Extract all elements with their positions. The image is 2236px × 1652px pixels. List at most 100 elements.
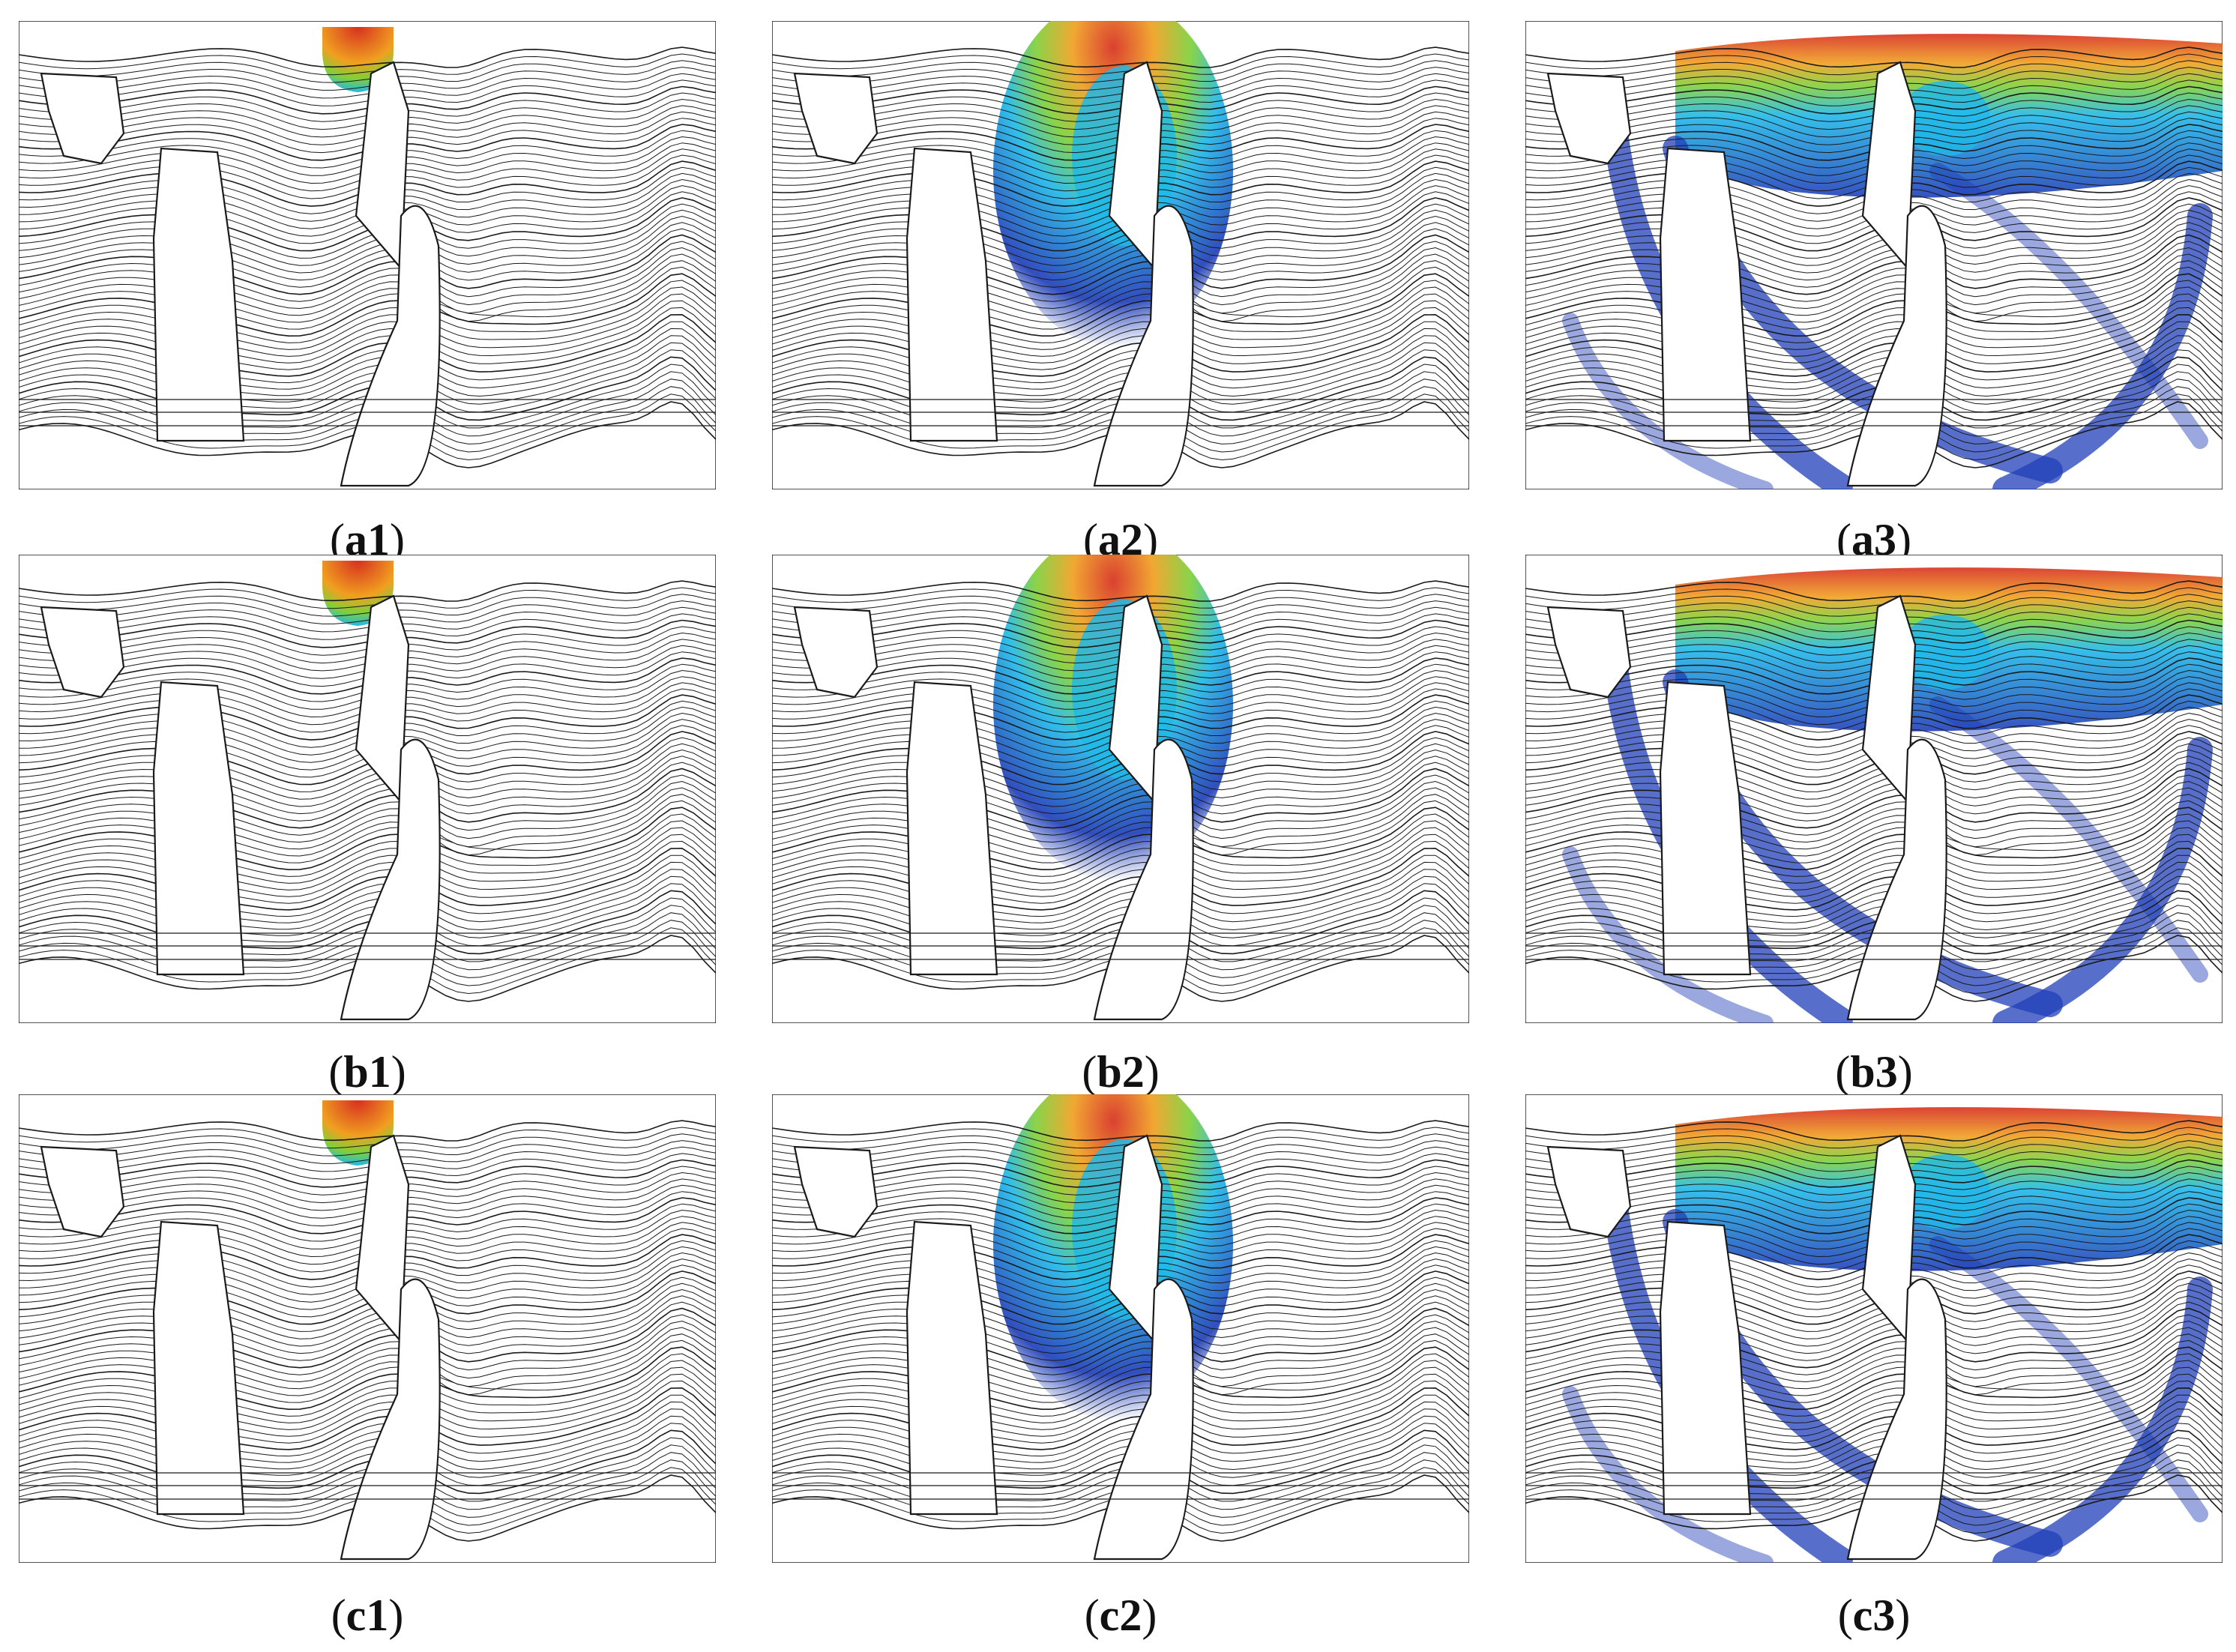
contour-line [19,613,716,640]
contour-line [1525,774,2223,836]
intrusive-body [1861,61,1917,271]
contour-line [772,1153,1469,1180]
contour-line [772,222,1469,281]
contour-line [19,861,716,923]
contour-line [1525,1339,2223,1403]
contour-line [1525,787,2223,850]
contour-line [1525,253,2223,316]
contour-line [1525,1301,2223,1361]
contour-line [1525,1353,2223,1417]
contour-line [1525,731,2223,786]
contour-line [772,1373,1469,1437]
contour-line [772,280,1469,343]
contour-line [1525,869,2223,931]
contour-line [1525,280,2223,343]
contour-line [772,286,1469,350]
contour-line [19,328,716,390]
intrusive-body [1093,1278,1194,1561]
intrusive-body [1546,72,1632,165]
contour-line [1525,833,2223,897]
intrusive-body [1546,606,1632,699]
contour-line [1525,1153,2223,1180]
contour-line [1525,762,2223,822]
contour-line [772,1353,1469,1417]
contour-line [19,1346,716,1411]
contour-line [19,883,716,947]
contour-line [1525,273,2223,337]
contour-line [1525,840,2223,904]
contour-line [1525,60,2223,83]
contour-line [1525,847,2223,911]
panel-b2 [772,555,1469,1023]
scattered-wave-arc [1929,696,2208,983]
contour-line [772,890,1469,955]
contour-line [19,1295,716,1354]
contour-line [1525,890,2223,955]
contour-line [19,774,716,836]
contour-line [1525,209,2223,266]
intrusive-body [152,681,245,976]
contour-line [1525,749,2223,807]
contour-plot [1525,555,2223,1023]
intrusive-body [152,147,245,442]
panel-c3 [1525,1094,2223,1563]
contour-line [1525,1394,2223,1457]
contour-plot [19,21,716,489]
contour-plot [19,555,716,1023]
contour-line [1525,1327,2223,1390]
contour-line [1525,1276,2223,1332]
contour-line [19,1127,716,1149]
contour-line [1525,247,2223,310]
contour-line [19,756,716,815]
contour-line [19,1387,716,1450]
contour-line [772,234,1469,295]
contour-line [19,606,716,633]
contour-line [19,209,716,266]
intrusive-body [1846,1278,1947,1561]
intrusive-body [355,594,410,804]
contour-line [19,307,716,370]
contour-line [1525,286,2223,350]
contour-line [19,73,716,99]
contour-line [1525,1333,2223,1396]
contour-line [1525,1133,2223,1157]
contour-line [1525,307,2223,370]
scattered-wave-arc [1562,313,1774,489]
contour-line [19,890,716,955]
intrusive-body [905,147,998,442]
contour-line [772,203,1469,259]
stratigraphic-contours [772,580,1469,1002]
contour-line [19,222,716,281]
contour-line [1525,580,2223,602]
contour-line [1525,321,2223,384]
contour-line [19,46,716,68]
panel-a2 [772,21,1469,489]
contour-line [1525,827,2223,890]
contour-line [772,861,1469,923]
contour-line [772,215,1469,274]
contour-line [772,342,1469,405]
contour-line [772,356,1469,421]
contour-line [772,1401,1469,1463]
contour-line [19,286,716,350]
contour-line [772,580,1469,602]
contour-line [772,768,1469,829]
contour-line [1525,1140,2223,1164]
contour-line [19,300,716,364]
contour-line [1525,800,2223,863]
contour-line [772,883,1469,947]
intrusive-body [340,205,441,487]
contour-line [19,1133,716,1157]
scattered-wave-arc [1992,203,2213,489]
contour-line [1525,820,2223,884]
contour-line [772,209,1469,266]
contour-line [19,820,716,884]
contour-line [19,1327,716,1390]
contour-line [772,1380,1469,1444]
contour-line [772,1120,1469,1142]
contour-plot [772,21,1469,489]
contour-line [1525,1380,2223,1444]
contour-line [772,1394,1469,1457]
panel-b3 [1525,555,2223,1023]
contour-line [772,266,1469,330]
